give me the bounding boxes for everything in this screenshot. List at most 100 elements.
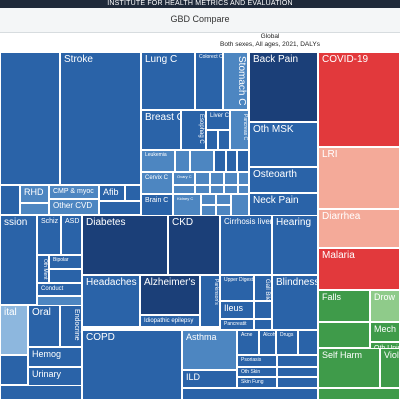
tile-diabetes[interactable]: Diabetes bbox=[82, 215, 168, 275]
tile-pancreas-c[interactable]: Pancreas C bbox=[230, 110, 249, 150]
tile-upper-digest[interactable]: Upper Digest bbox=[220, 275, 254, 301]
tile-psoriasis[interactable]: Psoriasis bbox=[237, 355, 277, 367]
tile-cause[interactable] bbox=[210, 172, 224, 185]
tile-drugs[interactable]: Drugs bbox=[276, 330, 298, 355]
tile-oral[interactable]: Oral bbox=[28, 305, 60, 347]
tile-asd[interactable]: ASD bbox=[61, 215, 82, 255]
tile-stroke[interactable]: Stroke bbox=[60, 52, 141, 185]
tile-cause[interactable] bbox=[210, 185, 224, 194]
tile-other-cvd[interactable]: Other CVD bbox=[49, 199, 99, 215]
tile-drown[interactable]: Drow bbox=[370, 290, 400, 322]
tile-oth-skin[interactable]: Oth Skin bbox=[237, 367, 277, 377]
tile-ovary-c[interactable]: Ovary C bbox=[173, 172, 195, 185]
tile-cause[interactable] bbox=[277, 355, 318, 367]
tile-oth-msk[interactable]: Oth MSK bbox=[249, 122, 318, 167]
tile-cause[interactable] bbox=[224, 185, 238, 194]
tile-cause[interactable] bbox=[226, 150, 237, 172]
tile-lung-c[interactable]: Lung C bbox=[141, 52, 195, 110]
tile-headaches[interactable]: Headaches bbox=[82, 275, 140, 327]
tile-cause[interactable] bbox=[49, 269, 82, 283]
tile-cause[interactable] bbox=[0, 52, 60, 185]
tile-label: Headaches bbox=[86, 277, 137, 288]
tile-cause[interactable] bbox=[173, 185, 195, 194]
tile-cause[interactable] bbox=[201, 194, 216, 205]
tile-cause[interactable] bbox=[277, 367, 318, 377]
tile-cause[interactable] bbox=[237, 150, 249, 172]
tile-malaria[interactable]: Malaria bbox=[318, 248, 400, 290]
tile-ild[interactable]: ILD bbox=[182, 370, 237, 388]
tile-lri[interactable]: LRI bbox=[318, 147, 400, 209]
tile-conduct[interactable]: Conduct bbox=[37, 283, 82, 296]
tile-copd[interactable]: COPD bbox=[82, 330, 182, 400]
tile-endocrine[interactable]: Endocrine bbox=[60, 305, 82, 347]
tile-cause[interactable] bbox=[190, 150, 214, 172]
tile-liver-c[interactable]: Liver C bbox=[206, 110, 230, 130]
tile-cervix-c[interactable]: Cervix C bbox=[141, 172, 173, 194]
tile-leukemia[interactable]: Leukemia bbox=[141, 150, 175, 172]
tile-breast-c[interactable]: Breast C bbox=[141, 110, 181, 150]
tile-cause[interactable] bbox=[20, 203, 49, 215]
tile-alcohol[interactable]: Alcohol bbox=[259, 330, 276, 355]
tile-viol[interactable]: Viol bbox=[380, 348, 400, 388]
tile-cause[interactable] bbox=[195, 185, 210, 194]
tile-ssion[interactable]: ssion bbox=[0, 215, 37, 305]
tile-diarrhea[interactable]: Diarrhea bbox=[318, 209, 400, 248]
tile-ital[interactable]: ital bbox=[0, 305, 28, 355]
tile-asthma[interactable]: Asthma bbox=[182, 330, 237, 370]
tile-cause[interactable] bbox=[0, 185, 20, 215]
tile-brain-c[interactable]: Brain C bbox=[141, 194, 173, 216]
tile-urinary[interactable]: Urinary bbox=[28, 367, 82, 387]
tile-oth-ment[interactable]: Oth Ment bbox=[37, 255, 49, 283]
tile-cause[interactable] bbox=[254, 319, 272, 330]
tile-cause[interactable] bbox=[238, 185, 249, 194]
tile-cause[interactable] bbox=[0, 355, 28, 385]
tile-schiz[interactable]: Schiz bbox=[37, 215, 61, 255]
tile-cause[interactable] bbox=[298, 330, 318, 355]
tile-cause[interactable] bbox=[125, 185, 141, 201]
tile-gall-bile[interactable]: Gall Bile bbox=[254, 275, 272, 301]
tile-stomach-c[interactable]: Stomach C bbox=[223, 52, 248, 110]
tile-cause[interactable] bbox=[254, 301, 272, 319]
tile-cause[interactable] bbox=[218, 130, 230, 150]
tile-neck-pain[interactable]: Neck Pain bbox=[249, 193, 318, 216]
tile-esophag-c[interactable]: Esophag C bbox=[181, 110, 206, 150]
tile-acne[interactable]: Acne bbox=[237, 330, 259, 355]
tile-hearing[interactable]: Hearing bbox=[272, 215, 318, 275]
tile-mech[interactable]: Mech bbox=[370, 322, 400, 342]
tile-kidney-c[interactable]: Kidney C bbox=[173, 194, 201, 216]
tile-cirrhosis-liver[interactable]: Cirrhosis liver bbox=[220, 215, 272, 275]
tile-cause[interactable] bbox=[216, 194, 231, 205]
tile-cause[interactable] bbox=[318, 388, 400, 400]
tile-cause[interactable] bbox=[0, 385, 82, 400]
tile-blindness[interactable]: Blindness bbox=[272, 275, 318, 330]
tile-cause[interactable] bbox=[238, 172, 249, 185]
tile-cmp-myoc[interactable]: CMP & myoc bbox=[49, 185, 99, 199]
tile-cause[interactable] bbox=[195, 172, 210, 185]
tile-osteoarth[interactable]: Osteoarth bbox=[249, 167, 318, 193]
tile-colorect-c[interactable]: Colorect C bbox=[195, 52, 223, 110]
tile-afib[interactable]: Afib bbox=[99, 185, 125, 201]
tile-pancreatit[interactable]: Pancreatit bbox=[220, 319, 254, 330]
tile-cause[interactable] bbox=[277, 377, 318, 388]
tile-falls[interactable]: Falls bbox=[318, 290, 370, 322]
tile-rhd[interactable]: RHD bbox=[20, 185, 49, 203]
tile-covid19[interactable]: COVID-19 bbox=[318, 52, 400, 147]
tile-cause[interactable] bbox=[182, 388, 318, 400]
tile-back-pain[interactable]: Back Pain bbox=[249, 52, 318, 122]
tile-cause[interactable] bbox=[99, 201, 141, 215]
tile-idiopathic-epilepsy[interactable]: Idiopathic epilepsy bbox=[140, 315, 200, 327]
tile-ileus[interactable]: Ileus bbox=[220, 301, 254, 319]
tile-cause[interactable] bbox=[224, 172, 238, 185]
tile-hemog[interactable]: Hemog bbox=[28, 347, 82, 367]
tile-cause[interactable] bbox=[231, 194, 249, 216]
tile-cause[interactable] bbox=[206, 130, 218, 150]
tile-cause[interactable] bbox=[175, 150, 190, 172]
tile-parkinsons[interactable]: Parkinson's bbox=[200, 275, 220, 327]
tile-ckd[interactable]: CKD bbox=[168, 215, 220, 275]
tile-bipolar[interactable]: Bipolar bbox=[49, 255, 82, 269]
tile-alzheimers[interactable]: Alzheimer's bbox=[140, 275, 200, 315]
tile-cause[interactable] bbox=[318, 322, 370, 348]
tile-self-harm[interactable]: Self Harm bbox=[318, 348, 380, 388]
tile-skin-fung[interactable]: Skin Fung bbox=[237, 377, 277, 388]
tile-cause[interactable] bbox=[214, 150, 226, 172]
